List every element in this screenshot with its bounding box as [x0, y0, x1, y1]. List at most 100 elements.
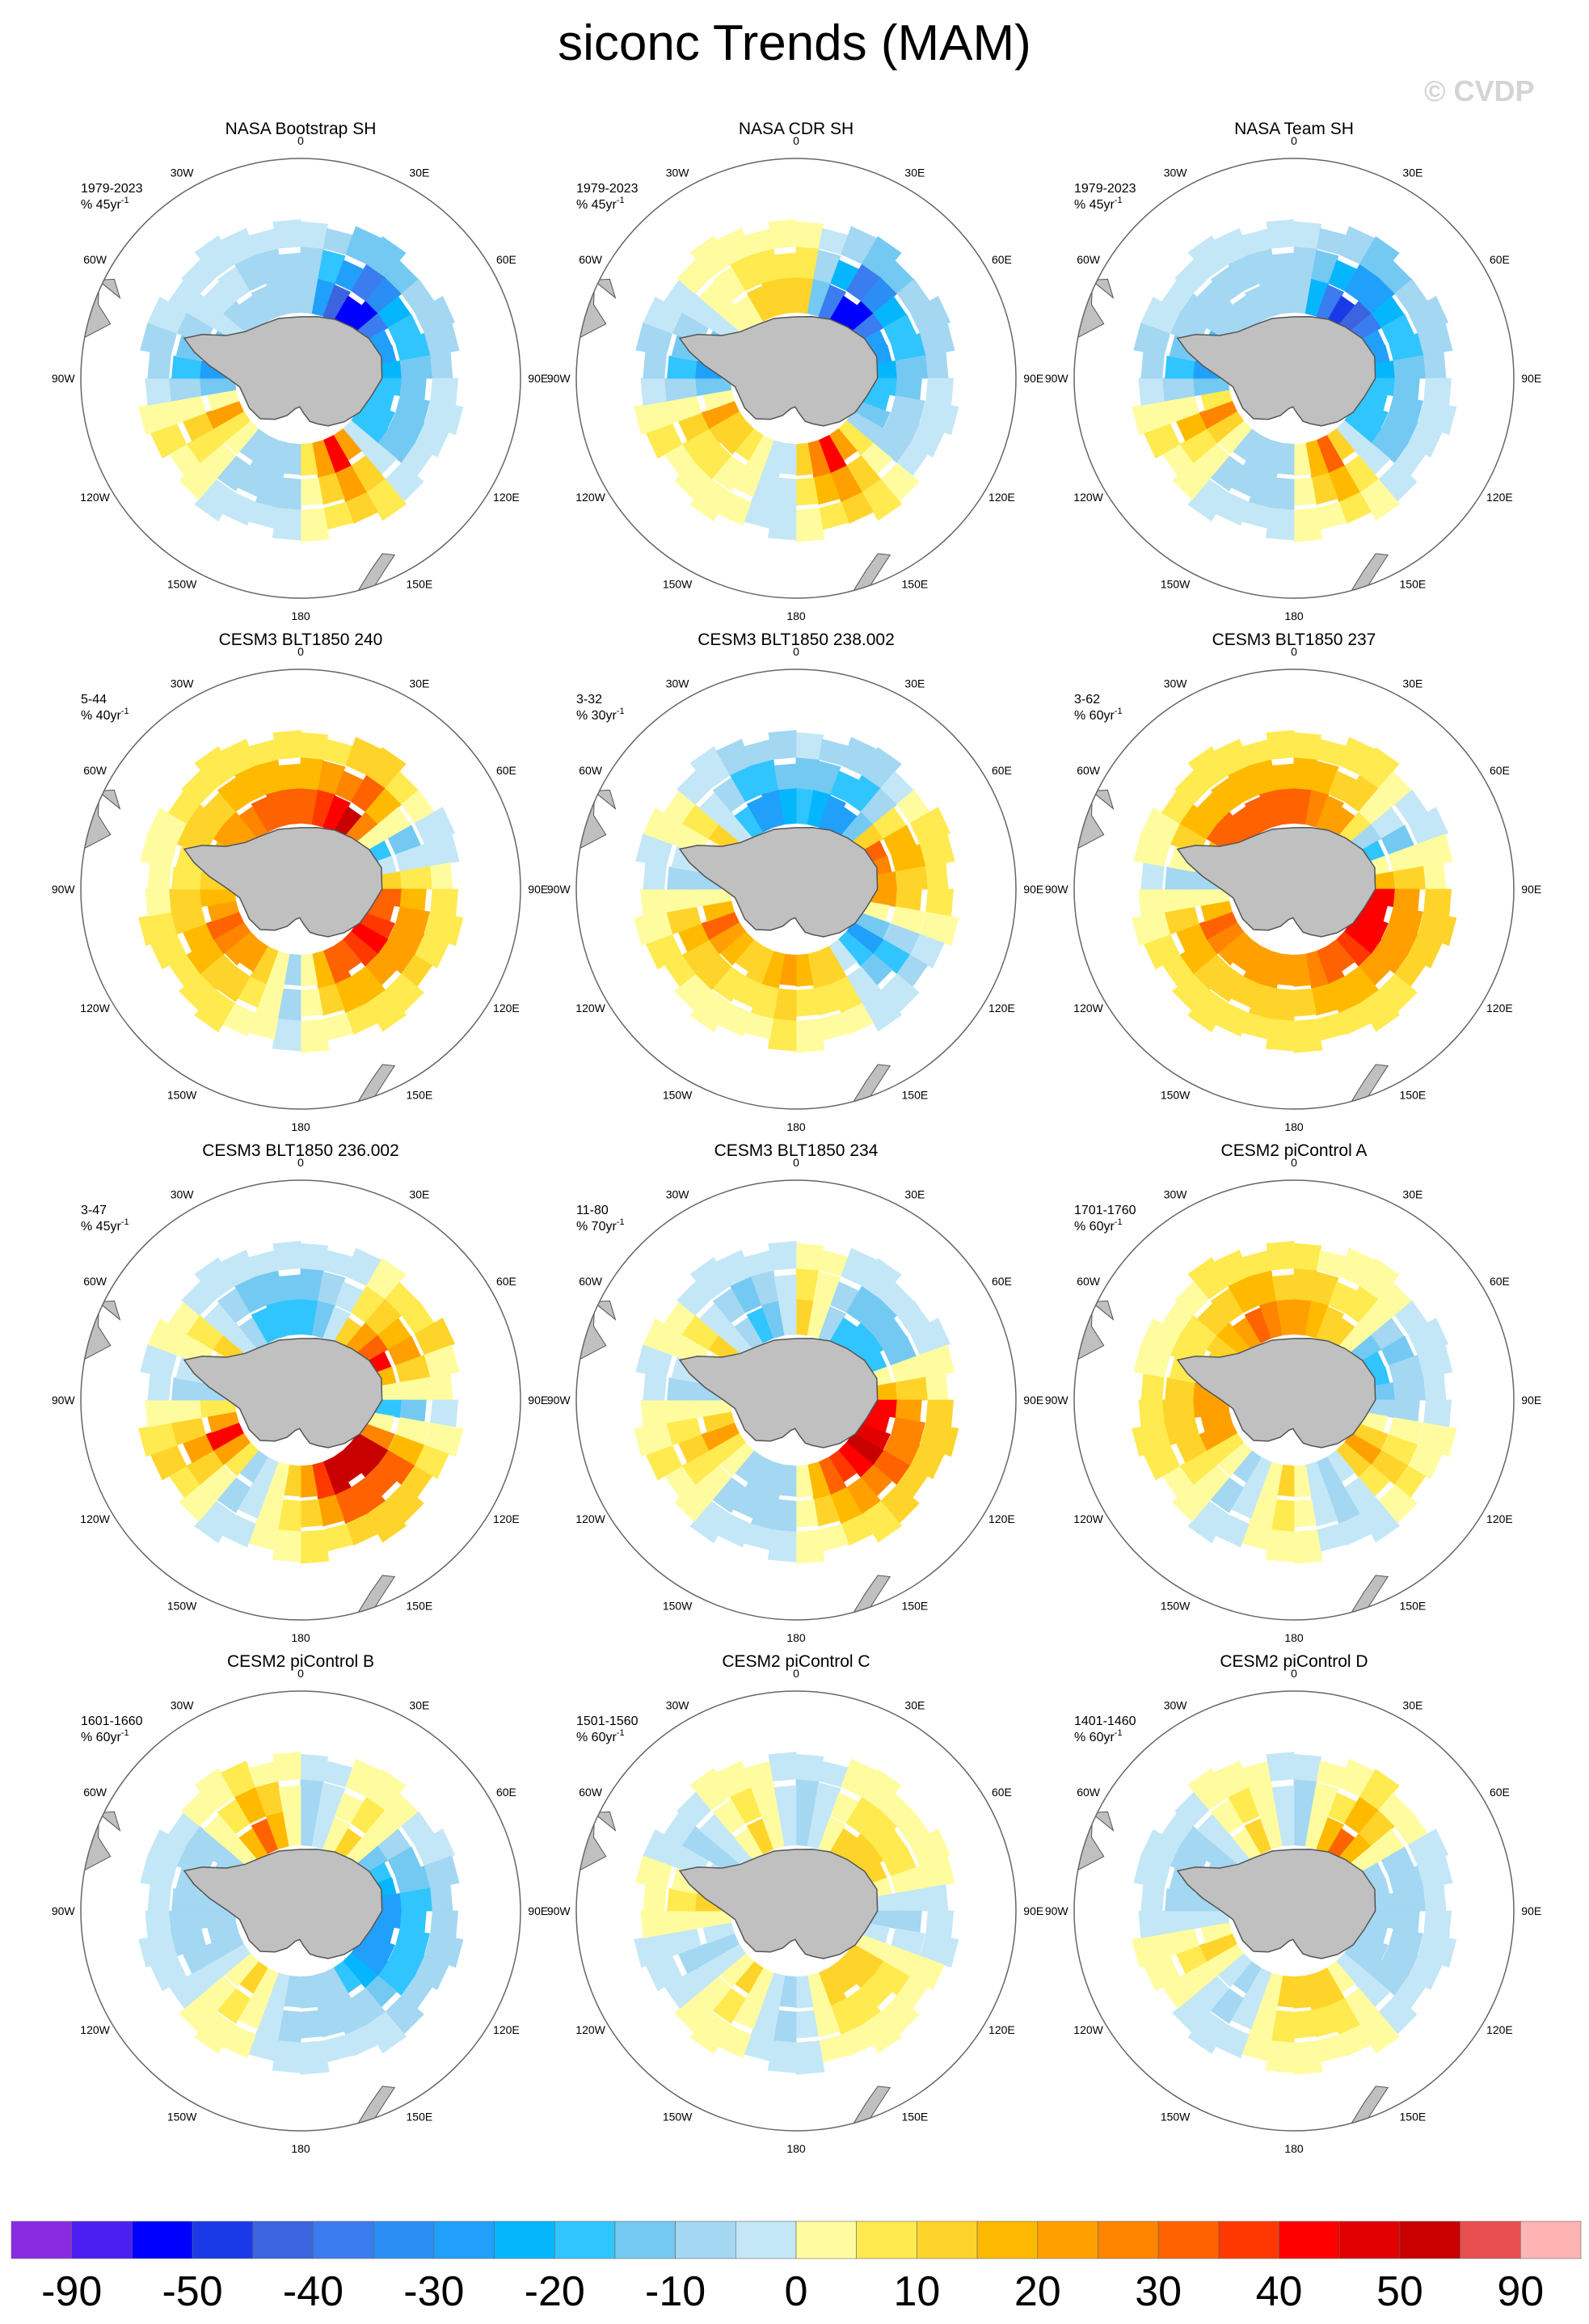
trend-cell — [925, 888, 955, 917]
new-zealand-land — [1347, 2086, 1389, 2131]
longitude-label: 120W — [575, 491, 605, 504]
trend-cell — [345, 1513, 379, 1546]
longitude-label: 120W — [1073, 1512, 1103, 1525]
trend-cell — [634, 400, 673, 436]
colorbar-label: 40 — [1256, 2268, 1303, 2315]
trend-cell — [862, 1500, 903, 1543]
new-zealand-land — [1347, 1064, 1389, 1109]
colorbar-label: 30 — [1135, 2268, 1182, 2315]
trend-cell — [634, 1422, 673, 1457]
trend-cell — [1213, 738, 1250, 776]
trend-cell — [841, 491, 875, 525]
trend-cell — [1311, 1271, 1339, 1305]
trend-cell — [795, 508, 825, 542]
longitude-label: 180 — [291, 1631, 310, 1644]
longitude-label: 150E — [1400, 1599, 1427, 1612]
trend-cell — [795, 1242, 824, 1271]
longitude-label: 90E — [1023, 1904, 1043, 1917]
trend-cell — [179, 462, 217, 500]
longitude-label: 150E — [902, 1599, 929, 1612]
longitude-label: 120E — [1486, 1002, 1513, 1014]
panel-units: % 60yr-1 — [1074, 706, 1123, 723]
panel-period: 1601-1660 — [81, 1715, 143, 1728]
longitude-label: 120W — [80, 2023, 110, 2036]
longitude-label: 30E — [1402, 1699, 1423, 1712]
longitude-label: 90W — [547, 883, 571, 896]
longitude-label: 120E — [1486, 1512, 1513, 1525]
longitude-label: 30W — [171, 167, 195, 179]
map-boundary — [575, 158, 1017, 599]
longitude-label: 120E — [493, 1002, 520, 1014]
trend-cell — [1359, 2011, 1401, 2054]
trend-cell — [1293, 2040, 1323, 2075]
trend-cell — [424, 1933, 464, 1968]
trend-cell — [194, 2011, 235, 2055]
longitude-label: 150W — [1161, 1088, 1191, 1101]
trend-cell — [318, 1271, 346, 1305]
panel-period: 3-32 — [576, 693, 602, 706]
trend-cell — [300, 1019, 330, 1053]
panel-units: % 30yr-1 — [576, 706, 625, 723]
trend-cell — [1359, 479, 1401, 521]
trend-cell — [919, 400, 959, 436]
antarctica-land — [678, 1849, 879, 1959]
trend-cell — [145, 1910, 171, 1938]
longitude-label: 90E — [1023, 372, 1043, 385]
longitude-label: 150W — [167, 1088, 197, 1101]
trend-cell — [278, 252, 301, 280]
trend-cell — [674, 973, 712, 1011]
trend-cell — [1407, 1318, 1449, 1356]
trend-cell — [138, 1422, 178, 1457]
trend-cell — [366, 479, 407, 521]
longitude-label: 0 — [1291, 1667, 1297, 1680]
longitude-label: 60W — [83, 1275, 107, 1288]
trend-cell — [1271, 252, 1295, 280]
trend-cell — [366, 989, 407, 1032]
map-panel: CESM2 piControl B 1601-1660% 60yr-1 0 30E 60… — [52, 1652, 548, 2155]
colorbar-swatch — [1399, 2221, 1460, 2259]
longitude-label: 60W — [579, 253, 603, 266]
colorbar-swatch — [917, 2221, 978, 2259]
trend-cell — [1140, 807, 1181, 845]
trend-cell — [1140, 1318, 1181, 1356]
trend-cell — [1265, 1019, 1295, 1052]
colorbar-label: 50 — [1376, 2268, 1423, 2315]
longitude-label: 120W — [80, 1512, 110, 1525]
trend-cell — [909, 296, 951, 334]
panel-title: CESM3 BLT1850 234 — [714, 1141, 879, 1160]
trend-cell — [272, 730, 301, 760]
panel-title: CESM3 BLT1850 238.002 — [698, 631, 895, 649]
trend-cell — [1293, 953, 1312, 987]
new-zealand-land — [849, 1575, 891, 1620]
longitude-label: 90E — [1521, 883, 1541, 896]
longitude-label: 30W — [171, 1188, 195, 1201]
trend-cell — [430, 888, 459, 917]
trend-cell — [1359, 236, 1400, 278]
trend-cell — [767, 1529, 797, 1563]
trend-cell — [1187, 235, 1229, 278]
longitude-label: 60W — [83, 253, 107, 266]
trend-cell — [138, 911, 178, 947]
map-panel: CESM3 BLT1850 236.002 3-47% 45yr-1 0 30E 60E… — [52, 1141, 548, 1644]
trend-cell — [414, 1955, 449, 1991]
trend-cell — [689, 1500, 731, 1544]
trend-cell — [1293, 1529, 1323, 1564]
longitude-label: 120W — [575, 2023, 605, 2036]
map-panel: CESM2 piControl C 1501-1560% 60yr-1 0 30E 60… — [547, 1652, 1043, 2155]
longitude-label: 60W — [579, 1275, 603, 1288]
trend-cell — [1172, 1995, 1210, 2033]
antarctica-land — [1176, 1338, 1376, 1449]
colorbar: -90 -50 -40 -30 -20 -10 0 10 20 30 40 50 90 — [11, 2221, 1582, 2315]
trend-cell — [1165, 1887, 1195, 1912]
trend-cell — [1423, 377, 1452, 407]
trend-cell — [147, 862, 171, 890]
longitude-label: 30W — [171, 1699, 195, 1712]
panel-title: NASA CDR SH — [739, 120, 854, 138]
trend-cell — [1417, 1933, 1457, 1968]
trend-cell — [377, 1450, 415, 1485]
longitude-label: 120E — [493, 1512, 520, 1525]
longitude-label: 180 — [786, 2142, 806, 2155]
trend-cell — [1140, 1373, 1165, 1401]
antarctica-land — [678, 827, 879, 938]
colorbar-swatch — [976, 2221, 1039, 2259]
